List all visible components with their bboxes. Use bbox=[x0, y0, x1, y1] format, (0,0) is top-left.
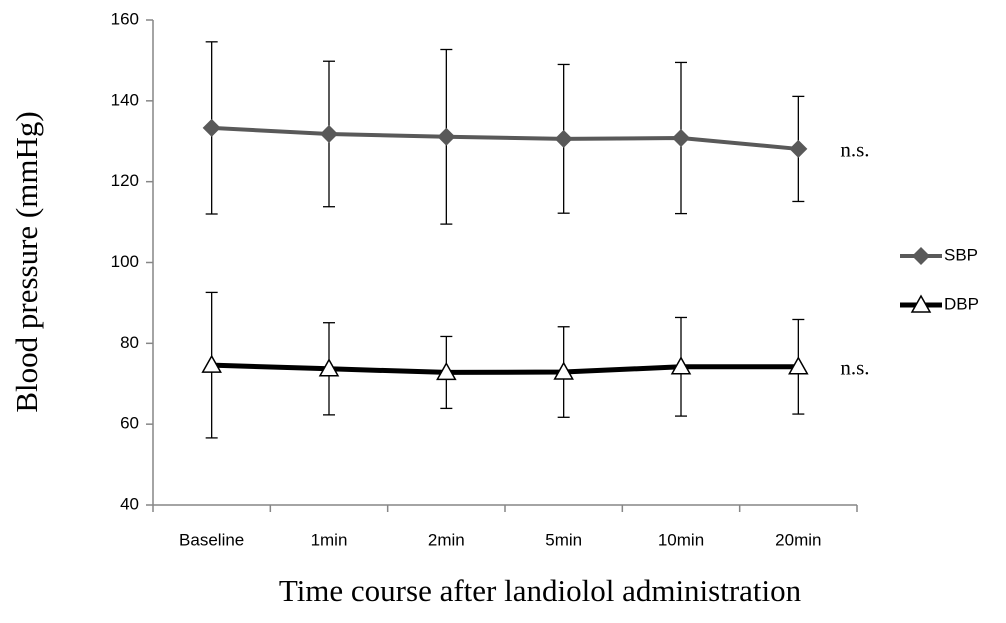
y-tick-label: 100 bbox=[111, 252, 139, 271]
x-tick-label: 1min bbox=[311, 530, 348, 549]
legend-marker bbox=[910, 294, 932, 313]
y-tick-label: 120 bbox=[111, 171, 139, 190]
annotation: n.s. bbox=[840, 356, 869, 380]
marker bbox=[437, 127, 456, 146]
y-tick-label: 160 bbox=[111, 9, 139, 28]
marker bbox=[202, 118, 221, 137]
marker bbox=[670, 356, 692, 375]
x-tick-label: 10min bbox=[658, 530, 704, 549]
legend-marker bbox=[912, 247, 930, 265]
y-tick-label: 80 bbox=[120, 333, 139, 352]
x-axis-label: Time course after landiolol administrati… bbox=[279, 573, 802, 608]
marker bbox=[554, 129, 573, 148]
x-tick-label: 20min bbox=[775, 530, 821, 549]
marker bbox=[320, 124, 338, 143]
y-tick-label: 40 bbox=[120, 494, 139, 513]
y-axis-label: Blood pressure (mmHg) bbox=[9, 111, 44, 412]
legend-label: SBP bbox=[944, 245, 978, 264]
x-tick-label: 5min bbox=[545, 530, 582, 549]
series-line bbox=[211, 125, 799, 151]
marker bbox=[318, 358, 340, 377]
x-tick-label: 2min bbox=[428, 530, 465, 549]
marker bbox=[553, 361, 574, 380]
marker bbox=[436, 361, 457, 381]
y-tick-label: 60 bbox=[120, 414, 139, 433]
y-tick-label: 140 bbox=[111, 90, 139, 109]
annotation: n.s. bbox=[840, 138, 869, 162]
legend-label: DBP bbox=[944, 294, 979, 313]
series-line bbox=[211, 362, 799, 375]
marker bbox=[201, 354, 222, 373]
marker bbox=[789, 139, 808, 158]
marker bbox=[672, 129, 690, 148]
marker bbox=[788, 356, 809, 375]
x-tick-label: Baseline bbox=[179, 530, 244, 549]
